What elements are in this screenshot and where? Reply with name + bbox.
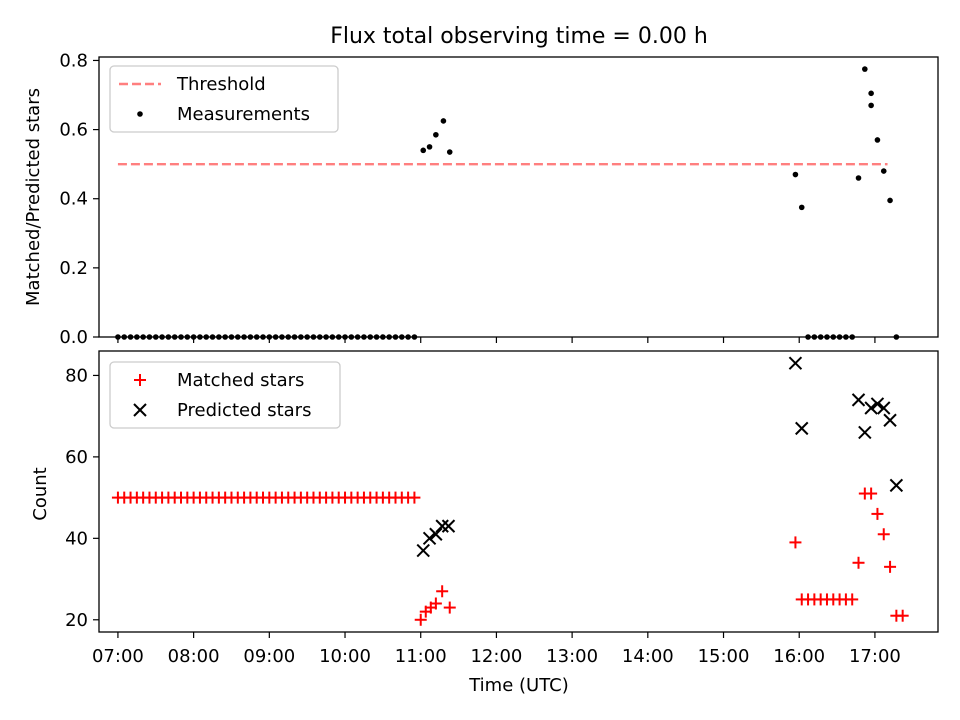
legend-predicted-label: Predicted stars — [177, 400, 311, 421]
predicted-star-point — [851, 393, 866, 407]
top-ytick-label: 0.4 — [59, 189, 88, 210]
predicted-star-point — [416, 543, 430, 558]
bottom-xtick-label: 13:00 — [546, 646, 598, 667]
matched-star-point — [884, 560, 897, 573]
bottom-ytick-label: 80 — [65, 365, 88, 386]
matched-star-point — [429, 597, 442, 610]
measurement-point — [874, 137, 881, 143]
top-axes-frame — [98, 56, 939, 338]
predicted-star-point — [858, 425, 872, 440]
bottom-plot-marks — [111, 356, 909, 626]
measurement-point — [446, 149, 453, 155]
measurement-point — [868, 102, 874, 109]
top-ytick-label: 0.6 — [59, 120, 88, 141]
top-legend-box — [109, 65, 339, 133]
measurement-point — [855, 175, 862, 181]
bottom-xtick-label: 10:00 — [319, 646, 371, 667]
matched-star-point — [414, 613, 427, 626]
bottom-axis-ticks: 20 40 60 80 07:00 08:00 09:00 10:00 11:00 12:00 13… — [65, 365, 901, 667]
measurement-point — [420, 147, 427, 154]
predicted-star-point — [889, 478, 904, 493]
bottom-xtick-label: 11:00 — [395, 646, 447, 667]
matched-star-point — [852, 556, 865, 569]
legend-threshold-label: Threshold — [176, 74, 266, 95]
predicted-star-point — [422, 531, 437, 546]
predicted-star-point — [435, 519, 449, 533]
bottom-ytick-label: 40 — [65, 528, 88, 549]
matched-star-point — [871, 507, 884, 520]
top-panel: 0.00.20.40.60.8 Matched/Predicted stars … — [23, 50, 939, 348]
top-ylabel: Matched/Predicted stars — [23, 88, 44, 306]
predicted-star-point — [429, 527, 443, 541]
bottom-axes-frame — [98, 350, 939, 633]
top-axis-ticks: 0.0 0.2 0.4 0.6 0.8 — [59, 50, 876, 348]
bottom-xtick-label: 16:00 — [773, 646, 825, 667]
measurement-point — [426, 144, 433, 150]
top-legend: Threshold Measurements — [109, 65, 339, 133]
bottom-xtick-label: 12:00 — [470, 646, 522, 667]
matched-star-point — [408, 491, 421, 504]
top-ytick-label: 0.8 — [59, 50, 88, 71]
bottom-xtick-label: 14:00 — [622, 646, 674, 667]
bottom-xtick-label: 08:00 — [168, 646, 220, 667]
top-ytick-label: 0.2 — [59, 258, 88, 279]
bottom-xlabel: Time (UTC) — [468, 675, 569, 696]
legend-measurements-label: Measurements — [177, 104, 310, 125]
matched-star-point — [789, 536, 802, 549]
legend-measurements-swatch — [137, 111, 143, 117]
legend-matched-swatch — [134, 374, 146, 386]
bottom-legend-box — [109, 361, 341, 429]
predicted-star-point — [877, 401, 891, 415]
measurement-point — [798, 204, 805, 211]
measurement-point — [433, 131, 439, 138]
matched-star-point — [443, 601, 456, 614]
predicted-star-point — [795, 421, 809, 436]
bottom-xtick-label: 15:00 — [698, 646, 750, 667]
bottom-legend: Matched stars Predicted stars — [109, 361, 341, 429]
bottom-xtick-label: 17:00 — [849, 646, 901, 667]
measurement-point — [792, 171, 799, 178]
bottom-xtick-label: 09:00 — [243, 646, 295, 667]
legend-predicted-swatch — [133, 403, 147, 417]
bottom-ytick-label: 60 — [65, 447, 88, 468]
bottom-panel: 20 40 60 80 07:00 08:00 09:00 10:00 11:00 12:00 13… — [30, 350, 939, 696]
measurement-point — [868, 90, 874, 97]
predicted-star-point — [788, 356, 803, 370]
bottom-xtick-label: 07:00 — [92, 646, 144, 667]
matched-star-point — [896, 609, 909, 622]
legend-matched-label: Matched stars — [177, 370, 304, 391]
chart-title: Flux total observing time = 0.00 h — [330, 24, 708, 49]
bottom-ylabel: Count — [30, 467, 51, 520]
matched-star-point — [877, 528, 890, 541]
predicted-star-point — [883, 413, 897, 427]
measurement-point — [880, 168, 887, 174]
measurement-point — [887, 197, 893, 204]
measurement-point — [862, 66, 868, 72]
bottom-ytick-label: 20 — [65, 610, 88, 631]
top-ytick-label: 0.0 — [59, 327, 88, 348]
matched-star-point — [436, 585, 449, 598]
matched-star-point — [865, 487, 878, 500]
predicted-star-point — [441, 519, 456, 533]
top-plot-marks — [115, 66, 900, 340]
measurement-point — [440, 118, 447, 124]
predicted-star-point — [870, 397, 885, 411]
predicted-star-point — [864, 401, 878, 415]
matched-star-point — [846, 593, 859, 606]
